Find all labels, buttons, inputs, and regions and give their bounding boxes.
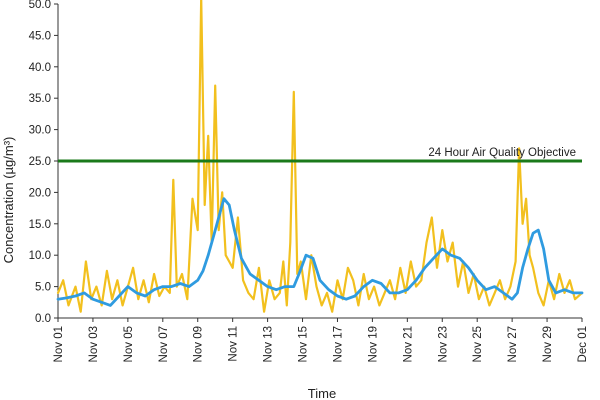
series-line-2	[56, 197, 584, 307]
y-tick-label: 45.0	[29, 30, 51, 42]
y-axis-title: Concentration (µg/m³)	[1, 137, 16, 264]
x-tick-label: Nov 13	[263, 326, 275, 362]
y-tick-label: 30.0	[29, 125, 51, 137]
x-tick-label: Nov 17	[332, 326, 344, 362]
x-axis-title: Time	[308, 386, 336, 400]
y-tick-label: 5.0	[35, 282, 51, 294]
series-line-1	[56, 0, 584, 313]
y-tick-label: 0.0	[35, 313, 51, 325]
series-group	[56, 0, 584, 313]
y-axis-ticks: 0.0 5.0 10.0 15.0 20.0 25.0 30.0 35.0 40.0 45.0 50…	[29, 0, 58, 325]
y-tick-label: 40.0	[29, 62, 51, 74]
reference-line-label: 24 Hour Air Quality Objective	[428, 147, 576, 159]
x-tick-label: Nov 05	[123, 326, 135, 362]
x-tick-label: Nov 03	[88, 326, 100, 362]
x-tick-label: Dec 01	[577, 326, 589, 362]
y-tick-label: 50.0	[29, 0, 51, 11]
y-tick-label: 20.0	[29, 187, 51, 199]
x-tick-label: Nov 29	[542, 326, 554, 362]
x-tick-label: Nov 25	[472, 326, 484, 362]
y-tick-label: 15.0	[29, 219, 51, 231]
x-tick-label: Nov 19	[367, 326, 379, 362]
y-tick-label: 35.0	[29, 93, 51, 105]
x-tick-label: Nov 23	[437, 326, 449, 362]
x-tick-label: Nov 27	[507, 326, 519, 362]
reference-line-group: 24 Hour Air Quality Objective	[58, 147, 582, 163]
x-axis-ticks: Nov 01 Nov 03 Nov 05 Nov 07 Nov 09 Nov 11 Nov …	[53, 318, 589, 362]
y-tick-label: 25.0	[29, 156, 51, 168]
x-tick-label: Nov 07	[158, 326, 170, 362]
x-tick-label: Nov 09	[193, 326, 205, 362]
x-tick-label: Nov 15	[298, 326, 310, 362]
x-tick-label: Nov 21	[402, 326, 414, 362]
x-tick-label: Nov 11	[228, 326, 240, 362]
x-tick-label: Nov 01	[53, 326, 65, 362]
y-tick-label: 10.0	[29, 250, 51, 262]
